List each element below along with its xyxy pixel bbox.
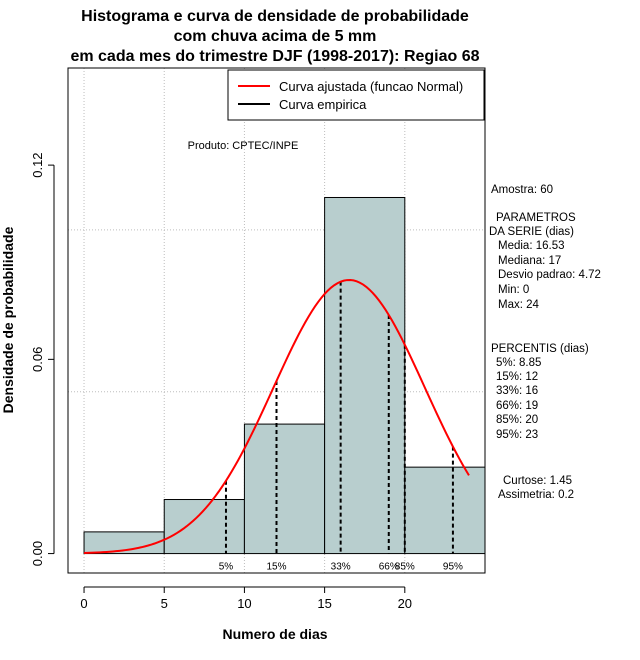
histogram-bar [163,499,245,555]
x-tick-label: 15 [317,596,331,611]
percentile-label: 66% [379,562,399,573]
chart-title-line-3: em cada mes do trimestre DJF (1998-2017)… [70,48,479,65]
stat-percentis-title: PERCENTIS (dias) [491,343,589,355]
y-tick-label: 0.00 [30,541,45,566]
fit-curve-layer [84,278,470,554]
percentile-label: 95% [443,562,463,573]
y-tick-label: 0.12 [30,152,45,177]
percentile-label: 15% [266,562,286,573]
percentile-lines: 5% 15% 33% 66%85% 95% [219,281,463,573]
stat-params-title-1: PARAMETROS [496,212,576,224]
stat-min: Min: 0 [498,284,529,296]
stat-assimetria: Assimetria: 0.2 [498,489,574,501]
histogram-bar [404,466,486,555]
stat-params-title-2: DA SERIE (dias) [489,226,574,238]
axes: 0 5 10 15 20 0.00 0.06 0.12 [30,152,412,611]
stat-p95: 95%: 23 [496,429,538,441]
percentile-label: 33% [331,562,351,573]
stat-mediana: Mediana: 17 [498,255,561,267]
histogram-bar [243,423,326,555]
stat-media: Media: 16.53 [498,240,565,252]
stat-desvio: Desvio padrao: 4.72 [498,269,601,281]
legend-label-empirical: Curva empirica [279,97,367,112]
histogram-bars [83,196,486,555]
stat-sample: Amostra: 60 [491,184,553,196]
chart-title-line-2: com chuva acima de 5 mm [174,28,377,45]
stat-curtose: Curtose: 1.45 [503,475,572,487]
legend-label-fit: Curva ajustada (funcao Normal) [279,79,463,94]
stat-p66: 66%: 19 [496,400,538,412]
percentile-label: 5% [219,562,234,573]
x-axis-label: Numero de dias [222,626,327,642]
stat-p85: 85%: 20 [496,414,538,426]
x-tick-label: 5 [161,596,168,611]
normal-fit-curve [84,278,470,554]
histogram-bar [324,196,406,555]
stat-p15: 15%: 12 [496,371,538,383]
stat-p5: 5%: 8.85 [496,357,541,369]
stats-panel: Amostra: 60 PARAMETROS DA SERIE (dias) M… [489,184,601,501]
x-tick-label: 20 [398,596,412,611]
x-tick-label: 10 [237,596,251,611]
legend: Curva ajustada (funcao Normal) Curva emp… [227,69,485,121]
x-tick-label: 0 [80,596,87,611]
product-label: Produto: CPTEC/INPE [188,140,299,152]
stat-max: Max: 24 [498,299,540,311]
y-axis-label: Densidade de probabilidade [0,226,16,413]
stat-p33: 33%: 16 [496,385,538,397]
plot-frame [67,67,486,574]
y-tick-label: 0.06 [30,347,45,372]
legend-box [227,69,485,121]
percentile-label: 85% [395,562,415,573]
chart-title-line-1: Histograma e curva de densidade de proba… [81,8,469,25]
